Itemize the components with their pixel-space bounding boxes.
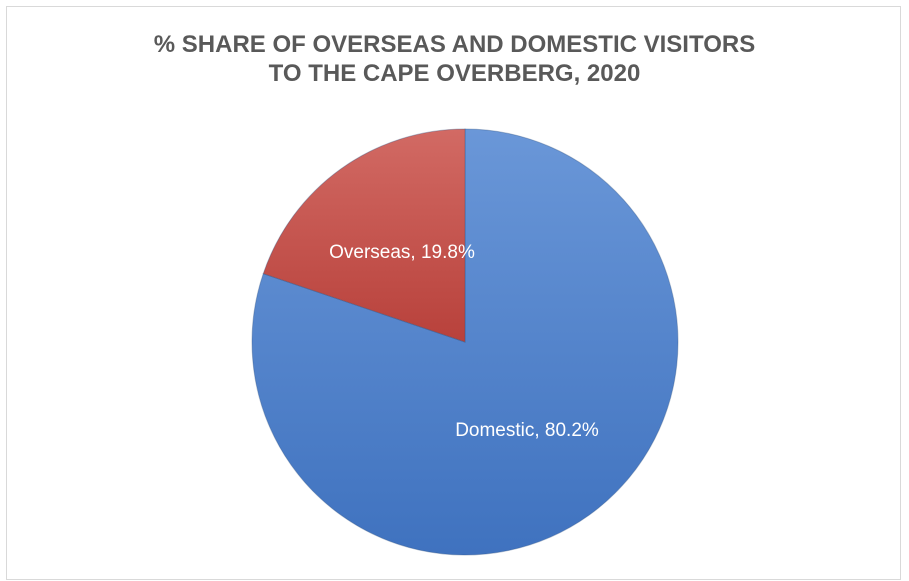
pie-slice-domestic (251, 128, 679, 556)
pie-slice-overseas (262, 128, 466, 343)
chart-title-line-1: % SHARE OF OVERSEAS AND DOMESTIC VISITOR… (153, 31, 756, 58)
data-label-domestic: Domestic, 80.2% (455, 420, 599, 441)
chart-title: % SHARE OF OVERSEAS AND DOMESTIC VISITOR… (0, 30, 909, 88)
data-label-overseas: Overseas, 19.8% (329, 242, 475, 263)
chart-title-line-2: TO THE CAPE OVERBERG, 2020 (268, 60, 641, 87)
